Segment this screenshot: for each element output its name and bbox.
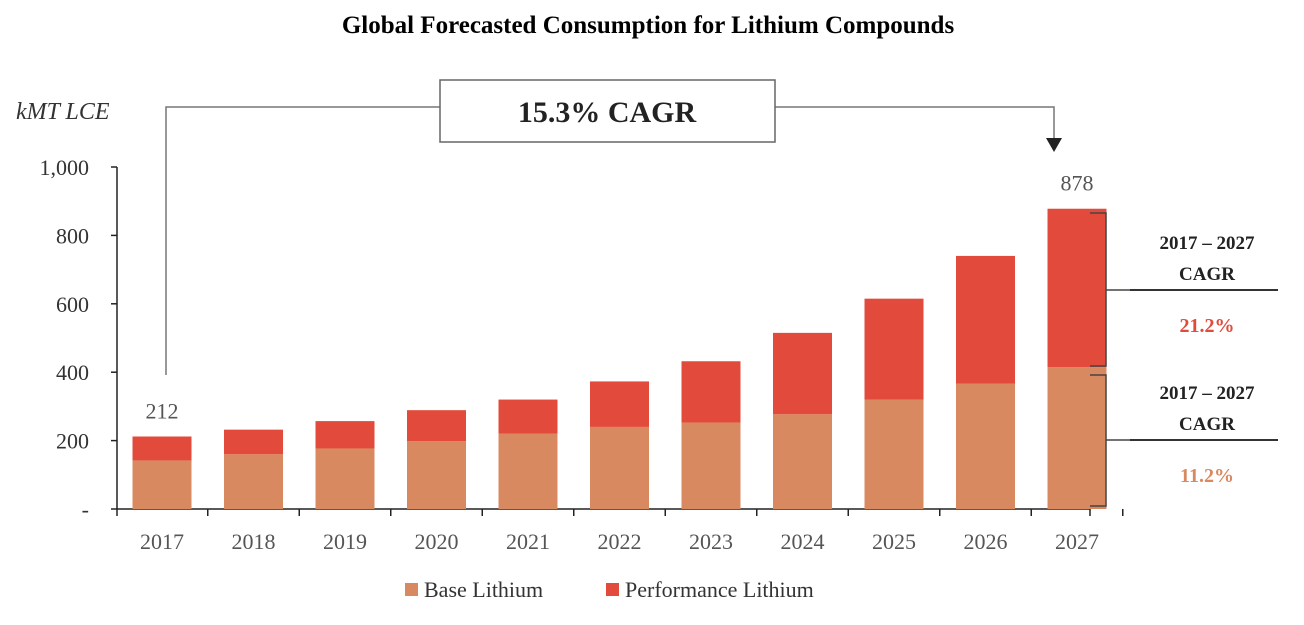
- x-tick-label: 2023: [689, 529, 733, 554]
- chart-title: Global Forecasted Consumption for Lithiu…: [342, 12, 955, 39]
- bar-base-lithium-2020: [407, 441, 466, 509]
- segment-cagr-annotations: 2017 – 2027 CAGR 21.2% 2017 – 2027 CAGR …: [1090, 212, 1278, 507]
- cagr-box: [439, 79, 776, 143]
- bar-base-lithium-2018: [224, 454, 283, 509]
- cagr-arrowhead-icon: [1046, 138, 1062, 152]
- bar-base-lithium-2021: [498, 433, 558, 509]
- x-tick-label: 2024: [781, 529, 825, 554]
- y-tick-label: 200: [56, 429, 89, 454]
- y-axis-label: kMT LCE: [16, 99, 110, 125]
- bar-base-lithium-2022: [590, 426, 649, 509]
- bar-base-lithium-2026: [956, 383, 1015, 509]
- bar-base-lithium-2023: [681, 422, 741, 509]
- y-tick-label: 800: [56, 223, 89, 248]
- x-tick-label: 2027: [1055, 529, 1099, 554]
- bar-base-lithium-2027: [1047, 367, 1107, 509]
- data-labels: 212 878: [146, 171, 1094, 424]
- bar-performance-lithium-2025: [864, 298, 924, 400]
- bar-performance-lithium-2019: [315, 421, 375, 449]
- performance-cagr-heading-years: 2017 – 2027: [1160, 233, 1256, 254]
- bar-performance-lithium-2017: [132, 436, 192, 461]
- cagr-connector-line-left: [165, 106, 440, 375]
- bar-performance-lithium-2023: [681, 361, 741, 423]
- x-tick-label: 2021: [506, 529, 550, 554]
- data-label-2027: 878: [1061, 171, 1094, 196]
- bar-performance-lithium-2026: [956, 255, 1015, 384]
- base-cagr-value: 11.2%: [1180, 465, 1234, 487]
- legend-swatch-performance-lithium: [606, 583, 619, 596]
- base-cagr-heading-label: CAGR: [1179, 414, 1235, 435]
- y-tick-label: 600: [56, 292, 89, 317]
- legend: Base Lithium Performance Lithium: [405, 577, 814, 602]
- performance-cagr-heading-label: CAGR: [1179, 264, 1235, 285]
- x-tick-label: 2026: [964, 529, 1008, 554]
- bar-performance-lithium-2022: [590, 381, 649, 427]
- x-tick-label: 2022: [598, 529, 642, 554]
- bar-base-lithium-2025: [864, 399, 924, 509]
- bar-performance-lithium-2024: [773, 332, 832, 415]
- legend-label-base-lithium: Base Lithium: [424, 577, 543, 602]
- bar-performance-lithium-2020: [407, 410, 466, 442]
- bar-base-lithium-2024: [773, 414, 832, 509]
- bar-base-lithium-2019: [315, 448, 375, 509]
- bar-performance-lithium-2021: [498, 399, 558, 434]
- x-tick-label: 2020: [415, 529, 459, 554]
- bar-base-lithium-2017: [132, 460, 192, 509]
- x-tick-label: 2019: [323, 529, 367, 554]
- bar-performance-lithium-2018: [224, 429, 283, 455]
- x-tick-label: 2018: [232, 529, 276, 554]
- legend-label-performance-lithium: Performance Lithium: [625, 577, 814, 602]
- y-tick-label: 400: [56, 360, 89, 385]
- y-tick-label: -: [82, 497, 89, 522]
- x-axis: 2017 2018 2019 2020 2021 2022 2023 2024 2025 2026…: [116, 508, 1124, 554]
- y-axis: - 200 400 600 800 1,000: [40, 155, 118, 522]
- bar-performance-lithium-2027: [1047, 208, 1107, 368]
- performance-cagr-value: 21.2%: [1180, 315, 1235, 337]
- bar-series: [132, 208, 1107, 509]
- x-tick-label: 2025: [872, 529, 916, 554]
- base-cagr-heading-years: 2017 – 2027: [1160, 383, 1256, 404]
- cagr-box-label: 15.3% CAGR: [518, 96, 697, 129]
- legend-swatch-base-lithium: [405, 583, 418, 596]
- cagr-connector-line-right: [775, 106, 1055, 140]
- x-tick-label: 2017: [140, 529, 184, 554]
- y-tick-label: 1,000: [40, 155, 90, 180]
- data-label-2017: 212: [146, 398, 179, 423]
